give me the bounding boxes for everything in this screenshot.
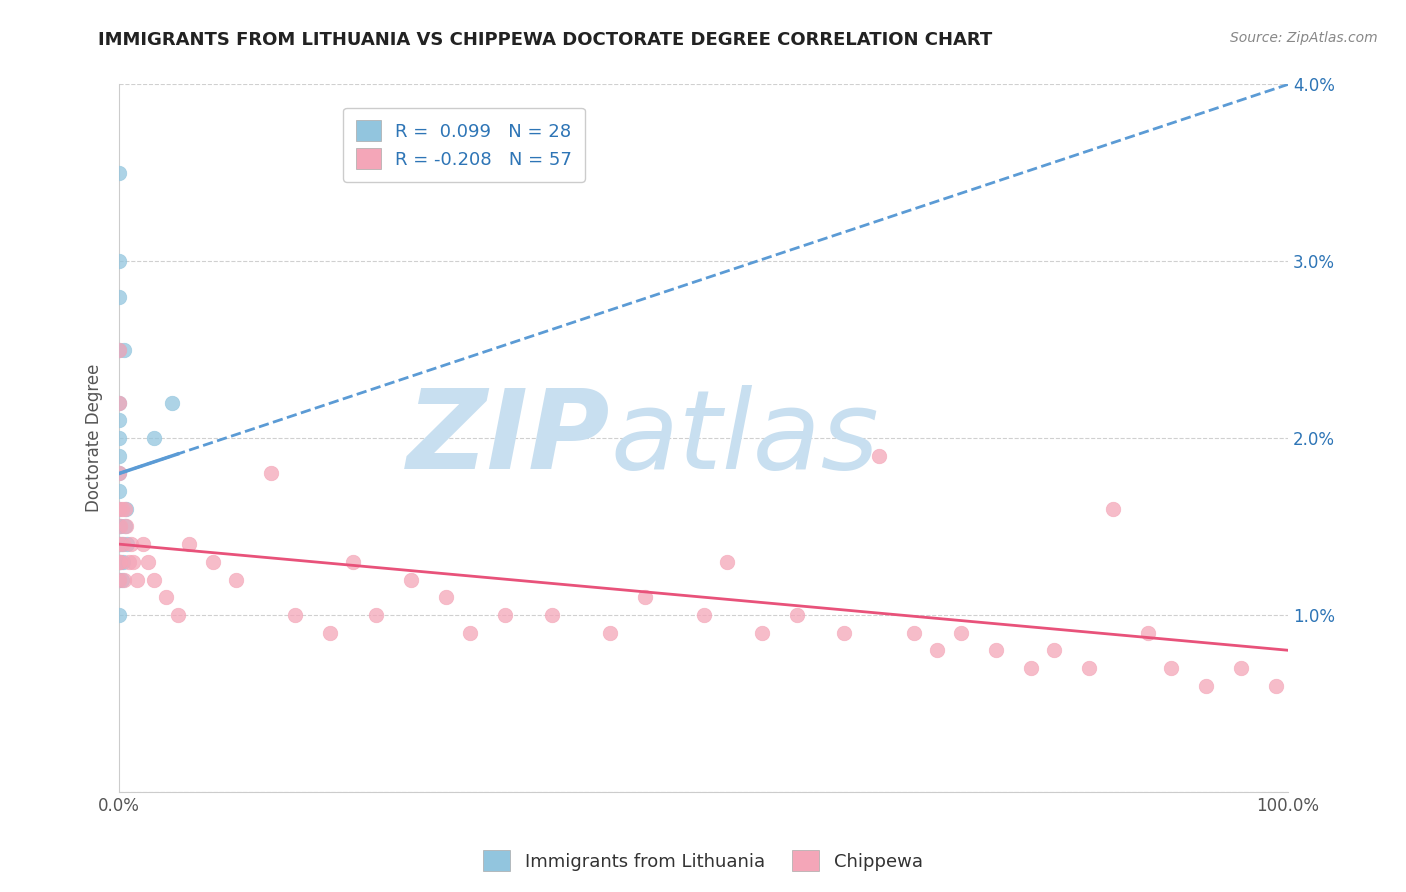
Point	[108, 431, 131, 445]
Point	[114, 519, 136, 533]
Point	[117, 537, 139, 551]
Point	[1019, 661, 1042, 675]
Point	[108, 343, 131, 357]
Point	[108, 537, 131, 551]
Legend: R =  0.099   N = 28, R = -0.208   N = 57: R = 0.099 N = 28, R = -0.208 N = 57	[343, 108, 585, 182]
Point	[114, 501, 136, 516]
Text: ZIP: ZIP	[406, 384, 610, 491]
Point	[110, 555, 132, 569]
Point	[122, 555, 145, 569]
Point	[366, 607, 388, 622]
Point	[108, 573, 131, 587]
Point	[179, 537, 201, 551]
Point	[110, 519, 132, 533]
Point	[436, 591, 458, 605]
Point	[108, 395, 131, 409]
Point	[108, 395, 131, 409]
Point	[112, 343, 135, 357]
Point	[108, 484, 131, 499]
Point	[166, 607, 188, 622]
Point	[225, 573, 247, 587]
Point	[108, 467, 131, 481]
Point	[634, 591, 657, 605]
Point	[260, 467, 283, 481]
Point	[342, 555, 364, 569]
Point	[138, 555, 160, 569]
Point	[1230, 661, 1253, 675]
Point	[108, 501, 131, 516]
Point	[832, 625, 855, 640]
Point	[111, 537, 134, 551]
Point	[599, 625, 621, 640]
Point	[108, 449, 131, 463]
Point	[692, 607, 714, 622]
Text: Source: ZipAtlas.com: Source: ZipAtlas.com	[1230, 31, 1378, 45]
Point	[143, 573, 166, 587]
Point	[143, 431, 166, 445]
Point	[155, 591, 177, 605]
Y-axis label: Doctorate Degree: Doctorate Degree	[86, 364, 103, 512]
Point	[401, 573, 423, 587]
Point	[108, 413, 131, 427]
Point	[108, 607, 131, 622]
Point	[120, 537, 142, 551]
Point	[716, 555, 738, 569]
Point	[1078, 661, 1101, 675]
Point	[108, 537, 131, 551]
Point	[108, 166, 131, 180]
Point	[540, 607, 562, 622]
Point	[108, 555, 131, 569]
Point	[284, 607, 307, 622]
Point	[125, 573, 148, 587]
Point	[1101, 501, 1123, 516]
Point	[110, 501, 132, 516]
Point	[108, 519, 131, 533]
Point	[112, 573, 135, 587]
Point	[160, 395, 183, 409]
Point	[201, 555, 224, 569]
Point	[117, 555, 139, 569]
Point	[903, 625, 925, 640]
Point	[984, 643, 1007, 657]
Point	[458, 625, 481, 640]
Point	[131, 537, 153, 551]
Point	[786, 607, 808, 622]
Point	[1043, 643, 1066, 657]
Legend: Immigrants from Lithuania, Chippewa: Immigrants from Lithuania, Chippewa	[477, 843, 929, 879]
Point	[1160, 661, 1182, 675]
Point	[108, 343, 131, 357]
Point	[108, 555, 131, 569]
Point	[108, 290, 131, 304]
Point	[115, 519, 138, 533]
Point	[115, 501, 138, 516]
Point	[110, 555, 132, 569]
Point	[318, 625, 340, 640]
Point	[927, 643, 949, 657]
Point	[751, 625, 773, 640]
Point	[949, 625, 972, 640]
Point	[110, 537, 132, 551]
Point	[108, 467, 131, 481]
Point	[1265, 679, 1288, 693]
Point	[108, 573, 131, 587]
Point	[111, 555, 134, 569]
Point	[108, 501, 131, 516]
Point	[494, 607, 516, 622]
Point	[110, 537, 132, 551]
Point	[110, 519, 132, 533]
Text: atlas: atlas	[610, 384, 879, 491]
Point	[108, 254, 131, 268]
Point	[110, 573, 132, 587]
Text: IMMIGRANTS FROM LITHUANIA VS CHIPPEWA DOCTORATE DEGREE CORRELATION CHART: IMMIGRANTS FROM LITHUANIA VS CHIPPEWA DO…	[98, 31, 993, 49]
Point	[868, 449, 890, 463]
Point	[1195, 679, 1218, 693]
Point	[1136, 625, 1159, 640]
